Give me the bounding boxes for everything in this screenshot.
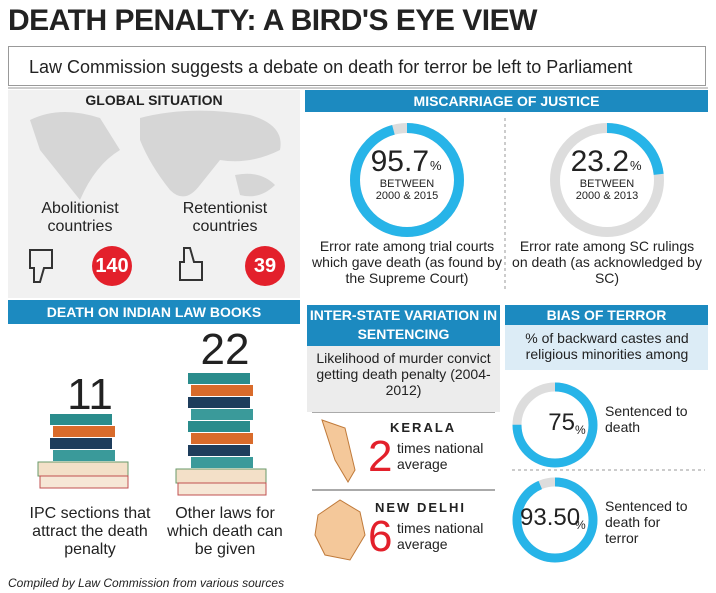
- book: [188, 373, 250, 384]
- state: NEW DELHI: [375, 500, 466, 515]
- description: Likelihood of murder convict getting dea…: [316, 350, 491, 398]
- book: [188, 421, 250, 432]
- description: Other laws for which death can be given: [167, 505, 283, 558]
- donut-arc: [512, 477, 598, 563]
- description-bg: [307, 345, 500, 412]
- thumbs-up: [179, 247, 203, 281]
- book: [188, 445, 250, 456]
- state: KERALA: [390, 420, 457, 435]
- donut-arc: [512, 382, 598, 468]
- percent: 75: [548, 409, 575, 436]
- books: [37, 414, 129, 489]
- donut-arc: [550, 123, 664, 237]
- heading: MISCARRIAGE OF JUSTICE: [305, 90, 708, 112]
- footer: Compiled by Law Commission from various …: [8, 576, 285, 590]
- title: DEATH PENALTY: A BIRD'S EYE VIEW: [8, 4, 537, 37]
- unit: %: [575, 423, 586, 437]
- book: [39, 475, 129, 489]
- book: [188, 397, 250, 408]
- multiple: 6: [368, 512, 393, 561]
- period: BETWEEN 2000 & 2015: [375, 178, 439, 202]
- multiple: 2: [368, 432, 393, 481]
- unit: %: [575, 518, 586, 532]
- description: times national average: [397, 440, 484, 472]
- subtitle: Law Commission suggests a debate on deat…: [8, 46, 706, 86]
- unit: %: [430, 158, 442, 173]
- description: Error rate among trial courts which gave…: [312, 238, 502, 286]
- group-value: 39: [253, 255, 277, 277]
- delhi-map: [314, 499, 366, 561]
- heading: BIAS OF TERROR: [505, 305, 708, 325]
- description: % of backward castes and religious minor…: [525, 330, 689, 362]
- books: [175, 373, 267, 496]
- book: [37, 461, 129, 477]
- book: [50, 414, 112, 425]
- unit: %: [630, 158, 642, 173]
- percent: 95.7: [370, 145, 429, 178]
- heading: GLOBAL SITUATION: [85, 92, 223, 108]
- description: Sentenced to death: [605, 403, 688, 435]
- book: [191, 433, 253, 444]
- heading: INTER-STATE VARIATION IN SENTENCING: [307, 305, 500, 346]
- thumbs-down: [29, 249, 53, 283]
- book: [175, 468, 267, 484]
- book: [191, 385, 253, 396]
- group-label: Abolitionist countries: [41, 200, 119, 235]
- book: [50, 438, 112, 449]
- kerala-map: [321, 419, 356, 483]
- donut-arc: [350, 123, 464, 237]
- badge: [92, 246, 132, 286]
- count: 22: [200, 325, 250, 374]
- period: BETWEEN 2000 & 2013: [575, 178, 639, 202]
- group-value: 140: [95, 255, 129, 277]
- description: Error rate among SC rulings on death (as…: [512, 238, 702, 286]
- book: [177, 482, 267, 496]
- count: 11: [67, 370, 113, 419]
- book: [191, 409, 253, 420]
- percent: 93.50: [520, 504, 581, 531]
- book: [191, 457, 253, 468]
- percent: 23.2: [570, 145, 629, 178]
- world-map: [30, 110, 281, 200]
- description: times national average: [397, 520, 484, 552]
- book: [53, 426, 115, 437]
- book: [53, 450, 115, 461]
- description-bg: [505, 325, 708, 370]
- description: IPC sections that attract the death pena…: [29, 505, 151, 558]
- heading: DEATH ON INDIAN LAW BOOKS: [8, 300, 300, 324]
- description: Sentenced to death for terror: [605, 498, 688, 546]
- badge: [245, 246, 285, 286]
- group-label: Retentionist countries: [182, 200, 268, 235]
